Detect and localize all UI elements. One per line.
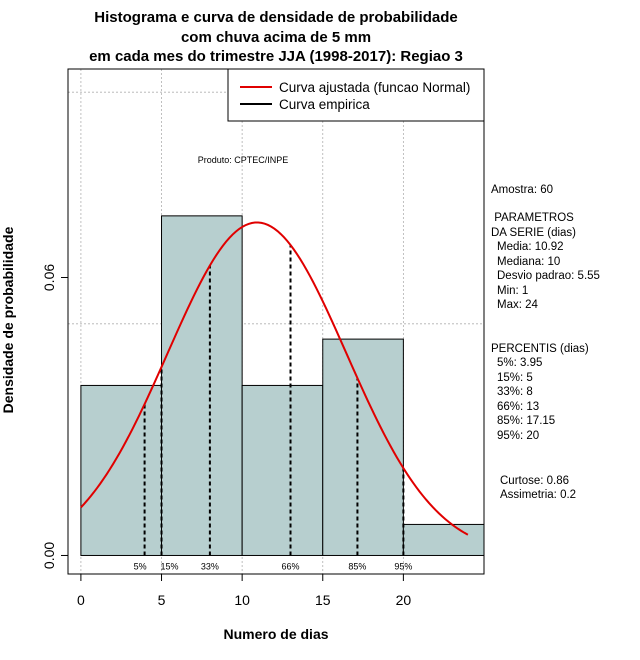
- stat-p15: 15%: 5: [497, 372, 533, 384]
- histogram-bar-1: [161, 215, 243, 556]
- y-axis: 0.00 0.06: [41, 264, 69, 569]
- legend-empirical-label: Curva empirica: [279, 97, 370, 112]
- stat-params-heading-1: PARAMETROS: [491, 212, 574, 224]
- product-annotation: Produto: CPTEC/INPE: [198, 155, 289, 165]
- legend: Curva ajustada (funcao Normal) Curva emp…: [227, 68, 485, 122]
- x-tick-label-2: 10: [234, 592, 250, 608]
- x-tick-label-1: 5: [158, 592, 166, 608]
- stat-min: Min: 1: [497, 285, 528, 297]
- legend-fit-label: Curva ajustada (funcao Normal): [279, 80, 470, 95]
- percentile-lines: [143, 245, 405, 556]
- stat-max: Max: 24: [497, 299, 539, 311]
- chart-title-line-1: Histograma e curva de densidade de proba…: [94, 9, 457, 26]
- legend-box: [227, 68, 485, 122]
- stat-p33: 33%: 8: [497, 386, 533, 398]
- stat-p85: 85%: 17.15: [497, 415, 555, 427]
- histogram-bar-3: [322, 338, 404, 556]
- y-tick-label-0: 0.00: [41, 542, 57, 569]
- stat-media: Media: 10.92: [497, 241, 564, 253]
- stat-p66: 66%: 13: [497, 401, 539, 413]
- normal-fit-curve: [80, 221, 469, 536]
- x-tick-label-0: 0: [77, 592, 85, 608]
- percentile-label-2: 33%: [201, 561, 219, 571]
- stat-desvio: Desvio padrao: 5.55: [497, 270, 600, 282]
- percentile-label-5: 95%: [394, 561, 412, 571]
- histogram-bar-0: [80, 384, 163, 556]
- stat-p5: 5%: 3.95: [497, 357, 542, 369]
- x-tick-label-4: 20: [396, 592, 412, 608]
- chart-title: Histograma e curva de densidade de proba…: [89, 9, 463, 65]
- chart-title-line-3: em cada mes do trimestre JJA (1998-2017)…: [89, 48, 463, 65]
- histogram-bar-2: [241, 384, 324, 556]
- x-axis: 0 5 10 15 20: [77, 573, 412, 608]
- stat-curtose: Curtose: 0.86: [500, 475, 569, 487]
- stat-mediana: Mediana: 10: [497, 256, 560, 268]
- stat-assimetria: Assimetria: 0.2: [500, 489, 576, 501]
- stat-p95: 95%: 20: [497, 430, 539, 442]
- percentile-label-3: 66%: [282, 561, 300, 571]
- percentile-label-0: 5%: [134, 561, 147, 571]
- chart-title-line-2: com chuva acima de 5 mm: [181, 29, 371, 46]
- x-axis-label: Numero de dias: [223, 626, 328, 642]
- histogram-bar-4: [402, 523, 485, 556]
- stat-params-heading-2: DA SERIE (dias): [491, 227, 576, 239]
- y-tick-label-1: 0.06: [41, 264, 57, 291]
- percentile-label-4: 85%: [348, 561, 366, 571]
- stat-percentis-heading: PERCENTIS (dias): [491, 343, 589, 355]
- percentile-labels: 5% 15% 33% 66% 85% 95%: [134, 561, 413, 571]
- percentile-label-1: 15%: [161, 561, 179, 571]
- histogram-bars: [80, 215, 485, 556]
- stats-panel: Amostra: 60 PARAMETROS DA SERIE (dias) M…: [491, 184, 600, 501]
- y-axis-label: Densidade de probabilidade: [0, 226, 16, 413]
- stat-sample: Amostra: 60: [491, 184, 553, 196]
- fit-curve: [80, 221, 469, 536]
- x-tick-label-3: 15: [315, 592, 331, 608]
